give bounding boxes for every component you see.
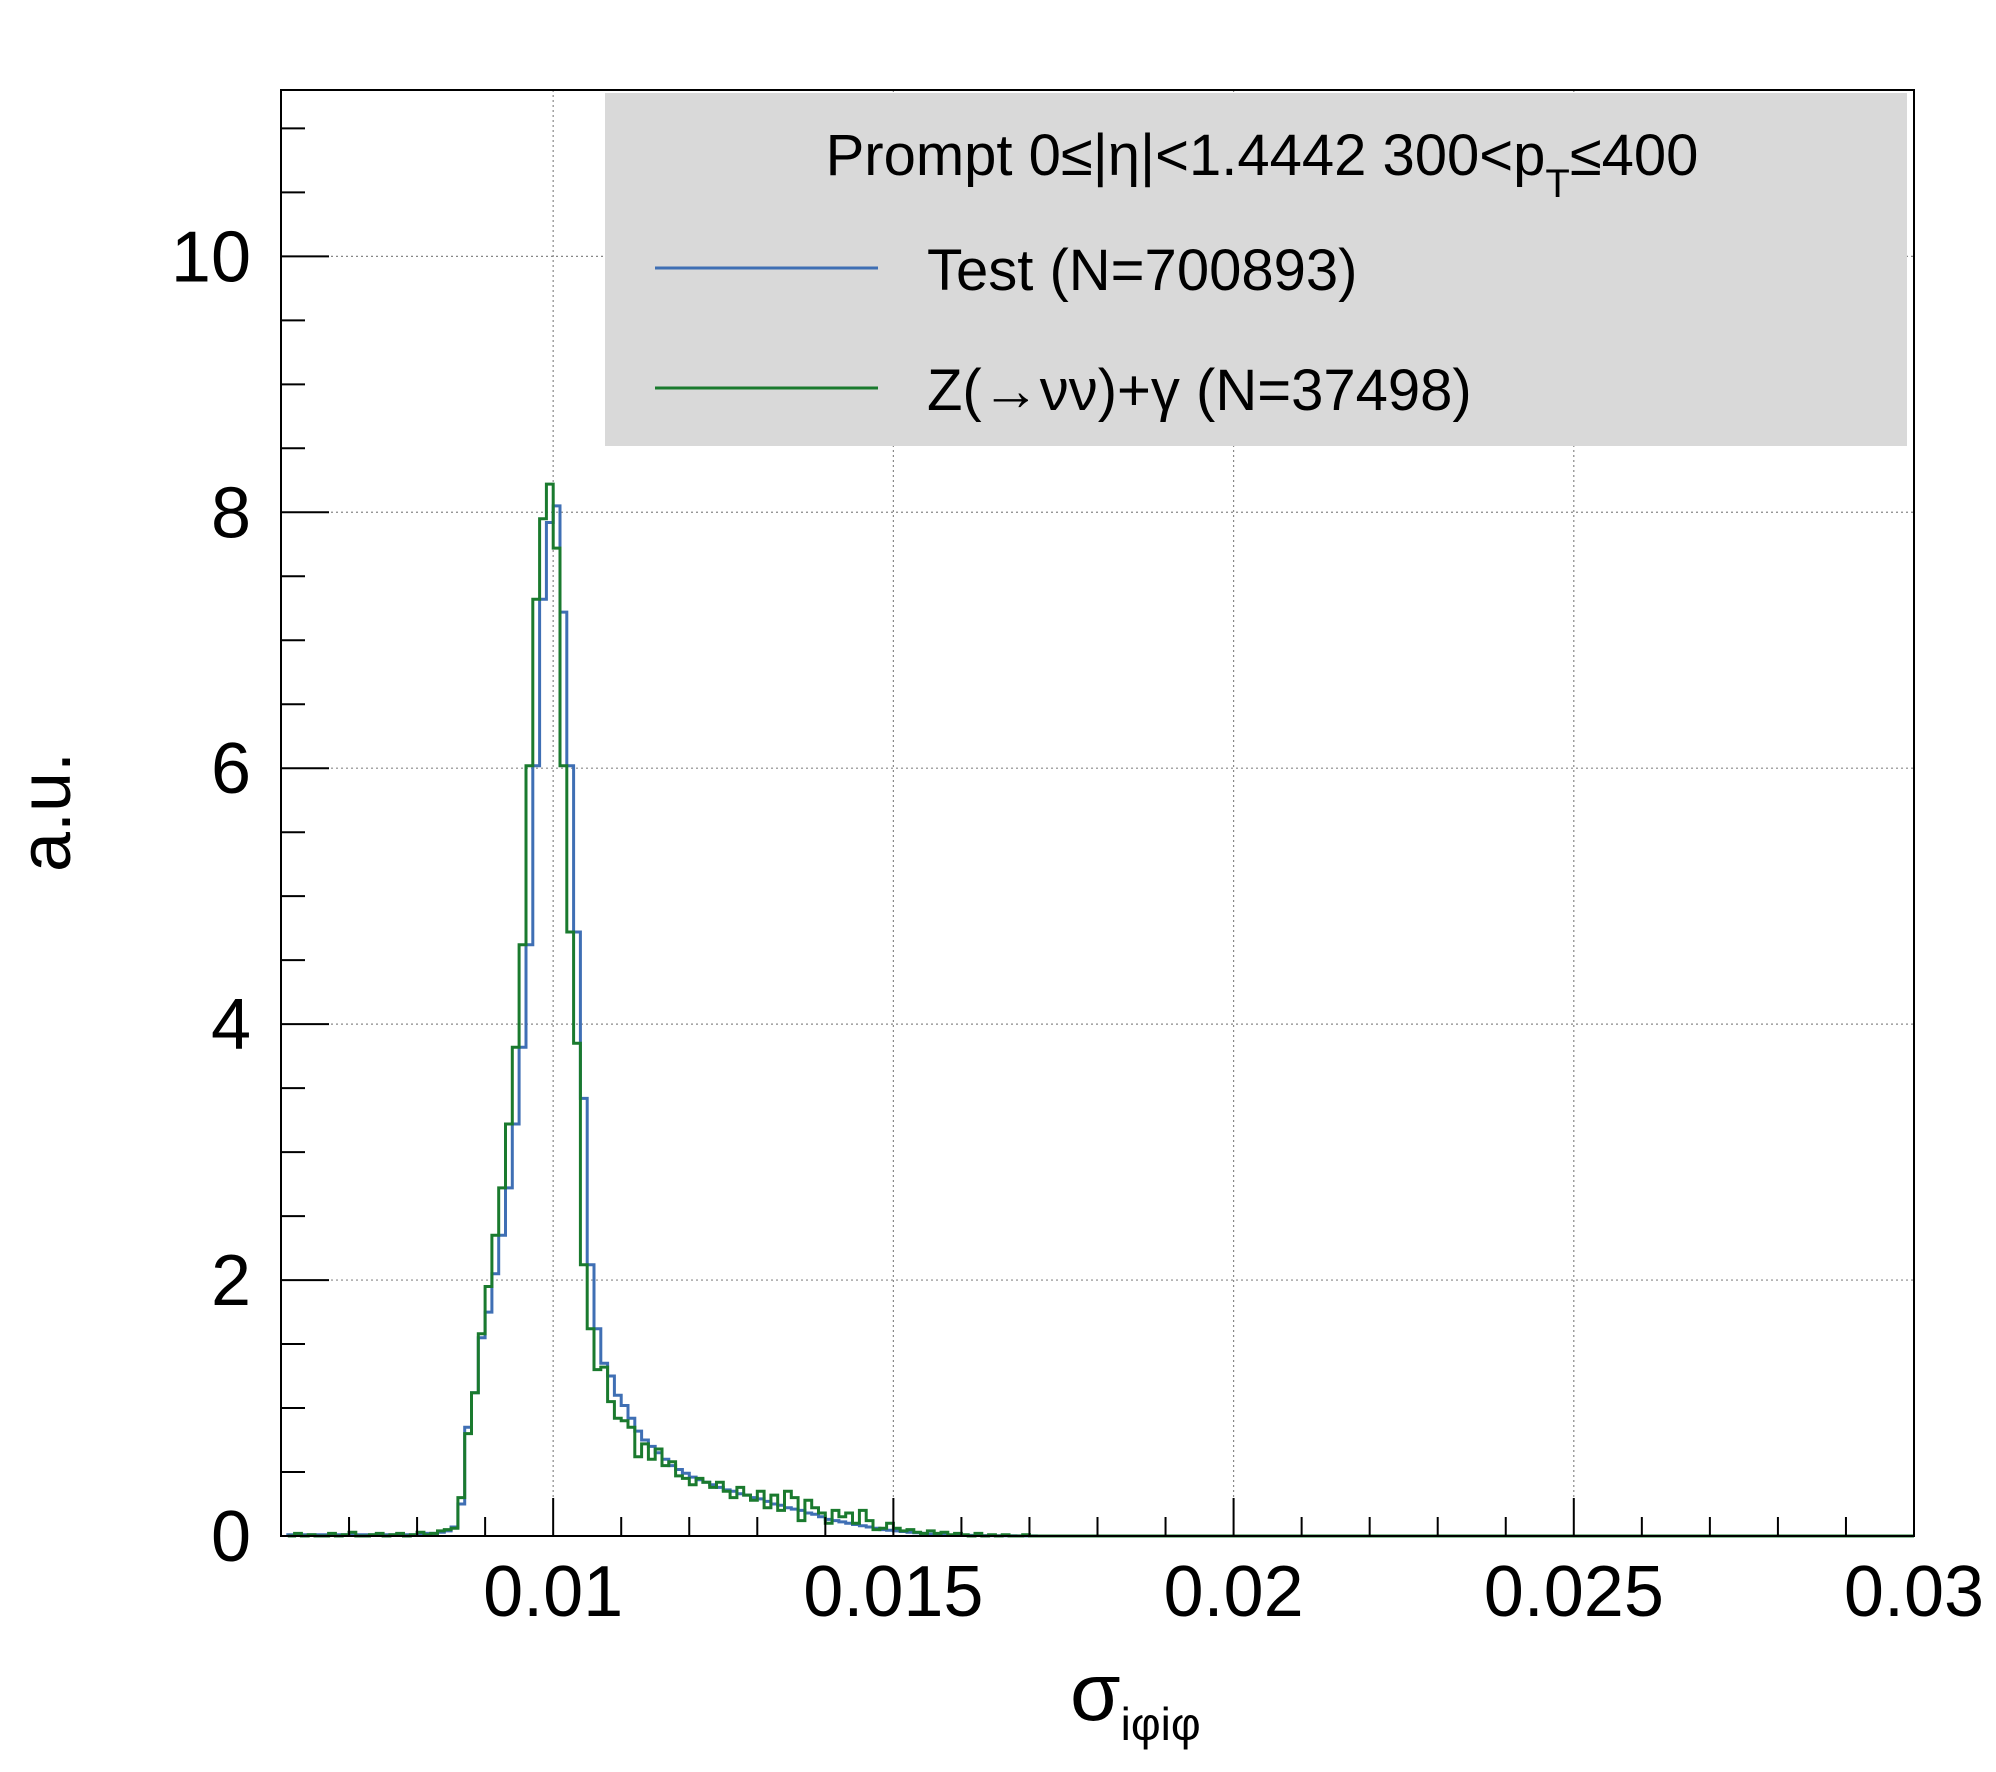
legend-label-znunu: Z(→νν)+γ (N=37498) — [927, 358, 1472, 423]
x-tick-label: 0.015 — [803, 1552, 983, 1632]
y-tick-label: 10 — [171, 217, 251, 297]
x-tick-label: 0.01 — [483, 1552, 623, 1632]
y-tick-label: 0 — [211, 1497, 251, 1577]
legend-title: Prompt 0≤|η|<1.4442 300<pT≤400 — [826, 123, 1699, 206]
y-tick-label: 4 — [211, 985, 251, 1065]
legend-label-test: Test (N=700893) — [927, 238, 1357, 303]
axis-ticks: 0.01 0.015 0.02 0.025 0.03 0 2 4 6 8 10 — [171, 127, 1984, 1632]
histogram-series — [286, 482, 1914, 1538]
y-tick-label: 8 — [211, 473, 251, 553]
y-tick-label: 6 — [211, 729, 251, 809]
series-znunu-histogram — [287, 482, 1914, 1538]
x-axis-title: σiφiφ — [1070, 1647, 1201, 1750]
y-axis-title: a.u. — [6, 752, 86, 872]
y-tick-label: 2 — [211, 1241, 251, 1321]
x-tick-label: 0.03 — [1844, 1552, 1984, 1632]
legend: Prompt 0≤|η|<1.4442 300<pT≤400 Test (N=7… — [605, 93, 1907, 446]
x-tick-label: 0.025 — [1484, 1552, 1664, 1632]
x-tick-label: 0.02 — [1164, 1552, 1304, 1632]
